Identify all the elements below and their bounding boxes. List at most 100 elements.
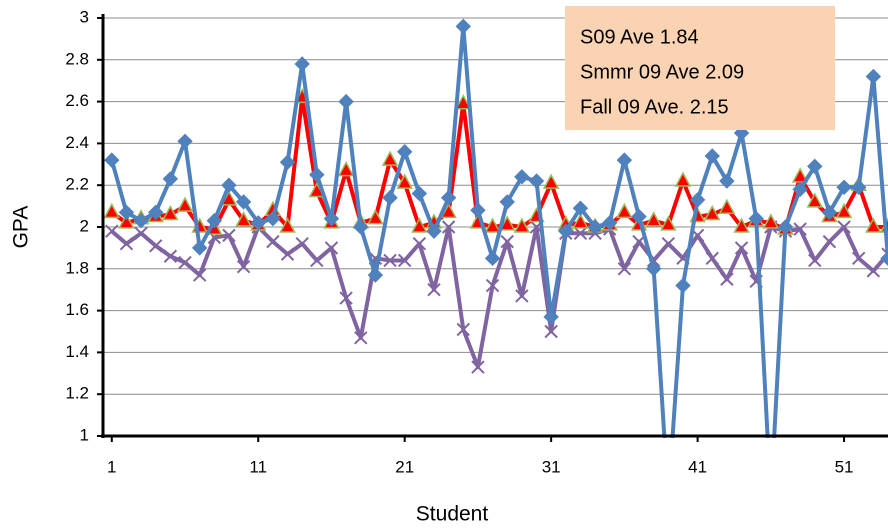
marker [236,260,251,274]
y-tick-label: 2.6 [65,91,89,110]
marker [411,185,428,202]
marker [149,239,163,253]
marker [484,250,501,267]
x-tick-label: 31 [542,457,561,476]
marker [543,309,559,325]
marker [851,179,867,195]
y-tick-label: 3 [80,7,89,26]
marker [764,492,778,506]
marker [455,94,472,110]
marker [660,215,677,231]
marker [485,278,500,293]
plot-area [103,18,888,506]
series-line [110,225,888,370]
marker [558,223,574,239]
marker [661,492,675,506]
marker [661,237,676,251]
y-tick-label: 2.2 [65,175,89,194]
y-tick-label: 2.4 [65,133,89,152]
marker [748,210,764,227]
marker [295,237,309,251]
marker [396,173,413,189]
marker [440,202,457,219]
marker [279,217,296,233]
marker [191,240,208,256]
marker [471,360,485,374]
marker [572,200,589,216]
marker [134,226,148,240]
marker [222,228,236,243]
marker [367,209,384,225]
marker [411,217,428,233]
marker [734,241,749,255]
marker [176,196,194,212]
marker [674,171,692,187]
marker [718,198,736,214]
marker [265,210,281,227]
marker [221,177,237,193]
marker [441,220,456,234]
marker [163,249,178,263]
marker [705,251,719,266]
marker [733,217,750,233]
y-axis-title: GPA [10,206,33,249]
y-tick-label: 1.4 [65,342,89,361]
y-tick-label: 2 [80,216,89,235]
marker [572,213,589,229]
y-tick-label: 1.6 [65,300,89,319]
marker [808,253,822,268]
marker [250,215,266,231]
marker [103,202,121,219]
x-tick-label: 51 [835,457,854,476]
annotation: Fall 09 Ave. 2.15 [580,96,729,118]
marker [617,262,632,276]
marker [235,211,252,227]
marker [397,253,412,268]
marker [337,160,355,177]
marker [515,289,529,303]
marker [602,215,618,231]
marker [367,267,384,283]
x-tick-label: 1 [107,457,116,476]
marker [148,204,164,221]
marker [118,204,135,221]
marker [381,150,399,166]
marker [456,322,470,337]
marker [279,154,296,170]
marker [324,241,339,255]
y-tick-label: 1.8 [65,258,89,277]
marker [777,219,794,235]
marker [616,152,633,168]
marker [162,204,179,221]
annotation-box [565,6,835,130]
marker [500,234,514,249]
x-tick-label: 41 [688,457,707,476]
marker [645,261,662,277]
marker [118,213,135,229]
marker [865,217,882,233]
marker [542,173,560,189]
marker [675,277,691,294]
marker [806,192,824,208]
marker [865,68,882,85]
marker [498,215,516,231]
marker [162,171,179,187]
marker [631,208,647,225]
marker [382,190,398,206]
marker [703,204,721,221]
marker [354,331,368,345]
marker [689,192,706,208]
marker [206,213,223,229]
marker [822,234,837,249]
marker [427,282,441,297]
marker [645,211,662,227]
x-tick-label: 21 [395,457,414,476]
marker [514,169,530,185]
marker [323,210,340,227]
marker [719,173,735,189]
marker [426,223,442,239]
marker [353,219,369,235]
annotation: S09 Ave 1.84 [580,26,699,48]
marker [338,93,354,110]
